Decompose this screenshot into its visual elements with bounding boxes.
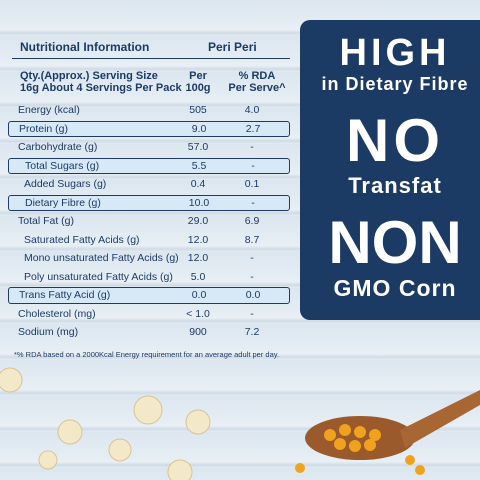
footnote: *% RDA based on a 2000Kcal Energy requir… [14, 350, 280, 359]
cell: Poly unsaturated Fatty Acids (g) [24, 270, 173, 283]
rule [12, 58, 290, 59]
cell: Added Sugars (g) [24, 178, 107, 190]
badge-small: in Dietary Fibre [321, 74, 469, 94]
cell: Saturated Fatty Acids (g) [24, 233, 140, 246]
cell: Total Fat (g) [18, 215, 75, 227]
badge-big: NO [346, 107, 444, 174]
table-row: Sodium (mg) 900 7.2 [8, 324, 290, 341]
cell: 5.0 [190, 270, 206, 283]
table-row: Mono unsaturated Fatty Acids (g) 12.0 - [8, 250, 290, 267]
cell: - [251, 159, 255, 172]
table-row: Saturated Fatty Acids (g) 12.0 8.7 [8, 232, 290, 249]
table-row: Dietary Fibre (g) 10.0 - [8, 194, 290, 211]
table-row: Total Sugars (g) 5.5 - [8, 157, 290, 174]
cell: Protein (g) [19, 122, 69, 135]
cell: 6.9 [244, 215, 260, 227]
cell: 12.0 [187, 233, 209, 246]
header-rda: % RDA Per Serve^ [222, 70, 292, 94]
table-row: Added Sugars (g) 0.4 0.1 [8, 176, 290, 193]
cell: - [251, 196, 255, 209]
cell: 0.4 [190, 178, 206, 190]
cell: Trans Fatty Acid (g) [19, 289, 111, 301]
cell: 0.0 [245, 289, 261, 301]
header-line: 16g About 4 Servings Per Pack [20, 82, 182, 94]
cell: 4.0 [244, 104, 260, 116]
badge-small: GMO Corn [333, 275, 457, 301]
cell: 9.0 [191, 122, 207, 135]
cell: - [250, 270, 254, 283]
header-line: 100g [185, 82, 211, 94]
cell: - [250, 307, 254, 320]
table-row: Carbohydrate (g) 57.0 - [8, 139, 290, 156]
header-line: Per Serve^ [228, 82, 286, 94]
table-row: Protein (g) 9.0 2.7 [8, 120, 290, 137]
food-decoration [0, 367, 480, 480]
header-line: Qty.(Approx.) Serving Size [20, 70, 158, 82]
badge-big: HIGH [339, 32, 451, 74]
table-title: Nutritional Information [20, 40, 150, 54]
cell: Energy (kcal) [18, 104, 80, 116]
table-row: Poly unsaturated Fatty Acids (g) 5.0 - [8, 269, 290, 286]
cell: 29.0 [187, 215, 209, 227]
cell: Sodium (mg) [18, 326, 79, 338]
cell: Cholesterol (mg) [18, 307, 96, 320]
cell: - [250, 141, 254, 153]
cell: Carbohydrate (g) [18, 141, 98, 153]
claims-panel: HIGH in Dietary Fibre NO Transfat NON GMO Cor… [300, 20, 480, 320]
cell: Mono unsaturated Fatty Acids (g) [24, 252, 179, 264]
cell: 505 [189, 104, 207, 116]
cell: Dietary Fibre (g) [25, 196, 101, 209]
badge-small: Transfat [348, 173, 442, 198]
cell: < 1.0 [186, 307, 210, 320]
header-line: Per [189, 70, 207, 82]
cell: 0.1 [244, 178, 260, 190]
header-per: Per 100g [176, 70, 220, 94]
cell: 7.2 [244, 326, 260, 338]
table-row: Total Fat (g) 29.0 6.9 [8, 213, 290, 230]
table-row: Trans Fatty Acid (g) 0.0 0.0 [8, 287, 290, 304]
cell: - [250, 252, 254, 264]
cell: 57.0 [187, 141, 209, 153]
cell: 5.5 [191, 159, 207, 172]
cell: 12.0 [187, 252, 209, 264]
table-row: Cholesterol (mg) < 1.0 - [8, 306, 290, 323]
cell: 2.7 [245, 122, 261, 135]
header-qty: Qty.(Approx.) Serving Size 16g About 4 Se… [20, 70, 182, 94]
table-row: Energy (kcal) 505 4.0 [8, 102, 290, 119]
cell: 900 [189, 326, 207, 338]
cell: 0.0 [191, 289, 207, 301]
rows: Energy (kcal) 505 4.0 Protein (g) 9.0 2.7 Carb… [8, 102, 290, 343]
badge-big: NON [328, 209, 462, 276]
header-line: % RDA [238, 70, 276, 82]
cell: 10.0 [188, 196, 210, 209]
variant: Peri Peri [208, 40, 257, 54]
cell: Total Sugars (g) [25, 159, 100, 172]
cell: 8.7 [244, 233, 260, 246]
